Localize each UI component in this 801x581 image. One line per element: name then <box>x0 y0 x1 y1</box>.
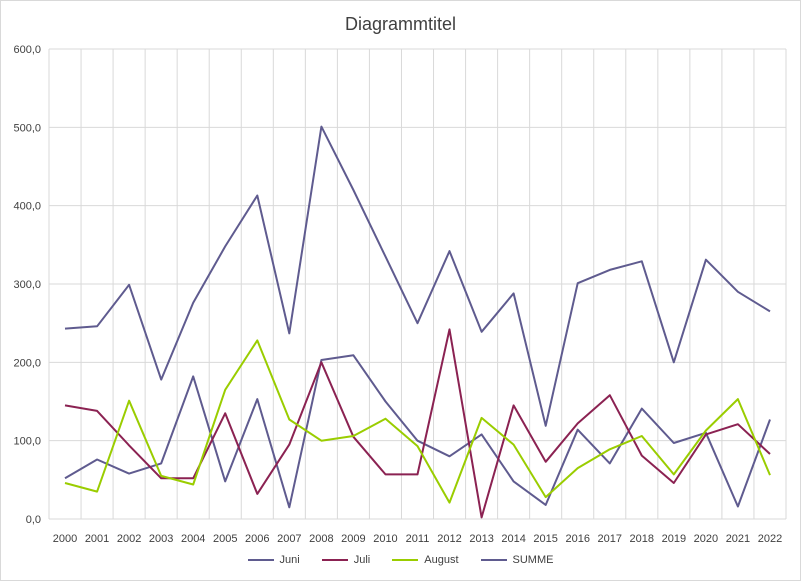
legend-swatch <box>392 559 419 561</box>
legend-swatch <box>480 559 507 561</box>
x-tick-label: 2011 <box>406 533 430 545</box>
y-tick-label: 400,0 <box>13 201 41 213</box>
series-line-juni <box>64 354 771 509</box>
legend-item-august: August <box>392 554 459 566</box>
x-tick-label: 2003 <box>149 533 173 545</box>
x-tick-label: 2016 <box>565 533 589 545</box>
x-tick-label: 2013 <box>469 533 493 545</box>
legend-item-summe: SUMME <box>480 554 554 566</box>
x-tick-label: 2014 <box>501 533 525 545</box>
x-tick-label: 2021 <box>726 533 750 545</box>
x-tick-label: 2004 <box>181 533 205 545</box>
series-line-summe <box>64 125 771 427</box>
y-tick-label: 100,0 <box>13 436 41 448</box>
legend-item-juli: Juli <box>321 554 371 566</box>
chart-title: Diagrammtitel <box>344 14 457 34</box>
x-tick-label: 2009 <box>341 533 365 545</box>
legend-item-juni: Juni <box>247 554 300 566</box>
x-tick-label: 2022 <box>758 533 782 545</box>
legend-label: SUMME <box>512 554 554 566</box>
x-tick-label: 2010 <box>373 533 397 545</box>
x-tick-label: 2012 <box>437 533 461 545</box>
x-tick-label: 2019 <box>662 533 686 545</box>
legend-label: Juli <box>353 554 371 566</box>
x-tick-label: 2020 <box>694 533 718 545</box>
x-tick-label: 2017 <box>598 533 622 545</box>
x-tick-label: 2007 <box>277 533 301 545</box>
x-tick-label: 2001 <box>85 533 109 545</box>
x-tick-label: 2006 <box>245 533 269 545</box>
series-line-august <box>64 339 771 504</box>
series-line-juli <box>64 328 771 519</box>
x-tick-label: 2000 <box>53 533 77 545</box>
x-tick-label: 2015 <box>533 533 557 545</box>
y-tick-label: 600,0 <box>13 44 41 56</box>
x-tick-label: 2018 <box>630 533 654 545</box>
legend-label: Juni <box>279 554 300 566</box>
y-tick-label: 300,0 <box>13 279 41 291</box>
x-tick-label: 2002 <box>117 533 141 545</box>
x-tick-label: 2008 <box>309 533 333 545</box>
y-tick-label: 0,0 <box>26 514 41 526</box>
y-tick-label: 200,0 <box>13 357 41 369</box>
y-tick-label: 500,0 <box>13 122 41 134</box>
x-tick-label: 2005 <box>213 533 237 545</box>
legend-swatch <box>321 559 348 561</box>
legend-swatch <box>247 559 274 561</box>
legend-label: August <box>424 554 459 566</box>
legend: Juni Juli August SUMME <box>0 554 801 566</box>
